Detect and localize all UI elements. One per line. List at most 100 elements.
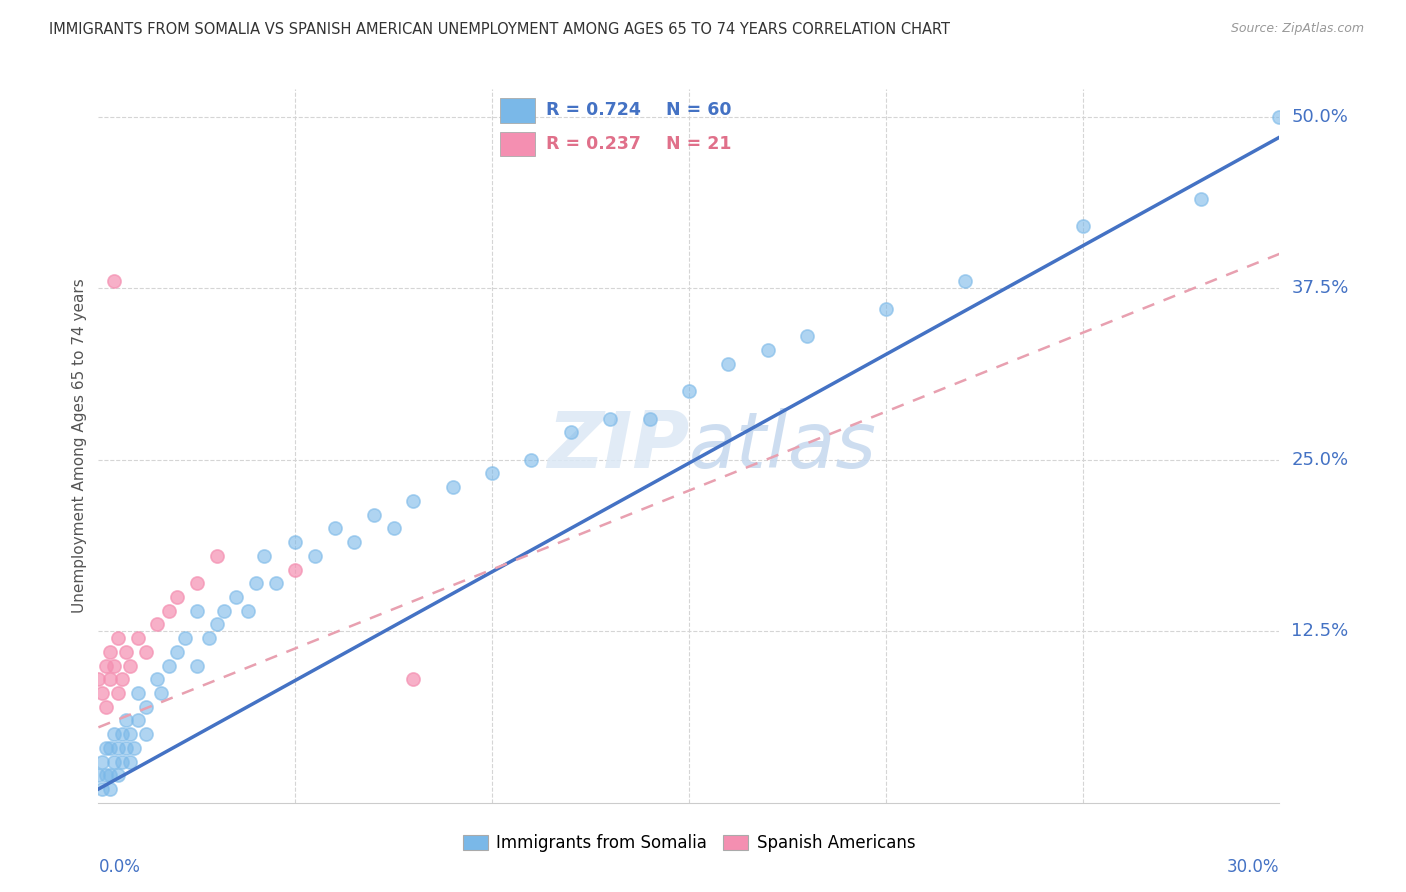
Text: 30.0%: 30.0% — [1227, 858, 1279, 876]
Point — [214, 604, 236, 618]
Point — [481, 467, 503, 481]
Point — [107, 740, 129, 755]
Point — [122, 740, 145, 755]
Point — [135, 727, 157, 741]
Point — [135, 645, 157, 659]
FancyBboxPatch shape — [501, 132, 534, 156]
Text: R = 0.237: R = 0.237 — [546, 135, 640, 153]
Point — [796, 329, 818, 343]
Point — [402, 673, 425, 687]
Point — [157, 658, 180, 673]
Point — [520, 452, 543, 467]
Point — [98, 768, 121, 782]
Text: ZIP: ZIP — [547, 408, 689, 484]
Point — [225, 590, 247, 604]
Point — [150, 686, 173, 700]
Point — [245, 576, 267, 591]
Point — [717, 357, 740, 371]
Point — [118, 727, 141, 741]
Point — [236, 604, 259, 618]
Point — [87, 673, 110, 687]
Point — [284, 562, 307, 576]
Text: 25.0%: 25.0% — [1291, 450, 1348, 468]
Point — [146, 617, 169, 632]
Point — [96, 699, 118, 714]
Point — [98, 645, 121, 659]
Point — [205, 549, 228, 563]
Point — [157, 604, 180, 618]
Point — [363, 508, 385, 522]
Point — [107, 686, 129, 700]
Point — [115, 645, 138, 659]
Point — [103, 658, 125, 673]
Point — [304, 549, 326, 563]
Text: 0.0%: 0.0% — [98, 858, 141, 876]
FancyBboxPatch shape — [501, 98, 534, 122]
Point — [87, 768, 110, 782]
Point — [91, 686, 114, 700]
Point — [111, 755, 134, 769]
Point — [323, 521, 346, 535]
Legend: Immigrants from Somalia, Spanish Americans: Immigrants from Somalia, Spanish America… — [456, 828, 922, 859]
Point — [284, 535, 307, 549]
Point — [103, 755, 125, 769]
Point — [98, 673, 121, 687]
Point — [1071, 219, 1094, 234]
Point — [103, 274, 125, 288]
Point — [197, 631, 219, 645]
Point — [638, 411, 661, 425]
Point — [253, 549, 276, 563]
Point — [91, 755, 114, 769]
Point — [264, 576, 287, 591]
Point — [441, 480, 464, 494]
Point — [111, 727, 134, 741]
Text: Source: ZipAtlas.com: Source: ZipAtlas.com — [1230, 22, 1364, 36]
Point — [115, 714, 138, 728]
Point — [107, 631, 129, 645]
Point — [205, 617, 228, 632]
Text: 37.5%: 37.5% — [1291, 279, 1348, 297]
Text: 50.0%: 50.0% — [1291, 108, 1348, 126]
Point — [1268, 110, 1291, 124]
Point — [166, 590, 188, 604]
Point — [98, 740, 121, 755]
Point — [118, 658, 141, 673]
Point — [96, 740, 118, 755]
Point — [875, 301, 897, 316]
Point — [756, 343, 779, 357]
Point — [127, 714, 149, 728]
Point — [186, 576, 208, 591]
Point — [560, 425, 582, 440]
Point — [127, 631, 149, 645]
Point — [115, 740, 138, 755]
Point — [91, 782, 114, 797]
Point — [103, 727, 125, 741]
Point — [1189, 192, 1212, 206]
Text: IMMIGRANTS FROM SOMALIA VS SPANISH AMERICAN UNEMPLOYMENT AMONG AGES 65 TO 74 YEA: IMMIGRANTS FROM SOMALIA VS SPANISH AMERI… — [49, 22, 950, 37]
Point — [402, 494, 425, 508]
Point — [96, 768, 118, 782]
Point — [127, 686, 149, 700]
Point — [953, 274, 976, 288]
Point — [678, 384, 700, 398]
Point — [118, 755, 141, 769]
Y-axis label: Unemployment Among Ages 65 to 74 years: Unemployment Among Ages 65 to 74 years — [72, 278, 87, 614]
Point — [98, 782, 121, 797]
Point — [111, 673, 134, 687]
Point — [96, 658, 118, 673]
Text: N = 60: N = 60 — [666, 102, 731, 120]
Point — [343, 535, 366, 549]
Text: atlas: atlas — [689, 408, 877, 484]
Text: R = 0.724: R = 0.724 — [546, 102, 640, 120]
Text: 12.5%: 12.5% — [1291, 623, 1348, 640]
Point — [599, 411, 621, 425]
Point — [146, 673, 169, 687]
Text: N = 21: N = 21 — [666, 135, 731, 153]
Point — [135, 699, 157, 714]
Point — [186, 604, 208, 618]
Point — [107, 768, 129, 782]
Point — [186, 658, 208, 673]
Point — [174, 631, 197, 645]
Point — [382, 521, 405, 535]
Point — [166, 645, 188, 659]
